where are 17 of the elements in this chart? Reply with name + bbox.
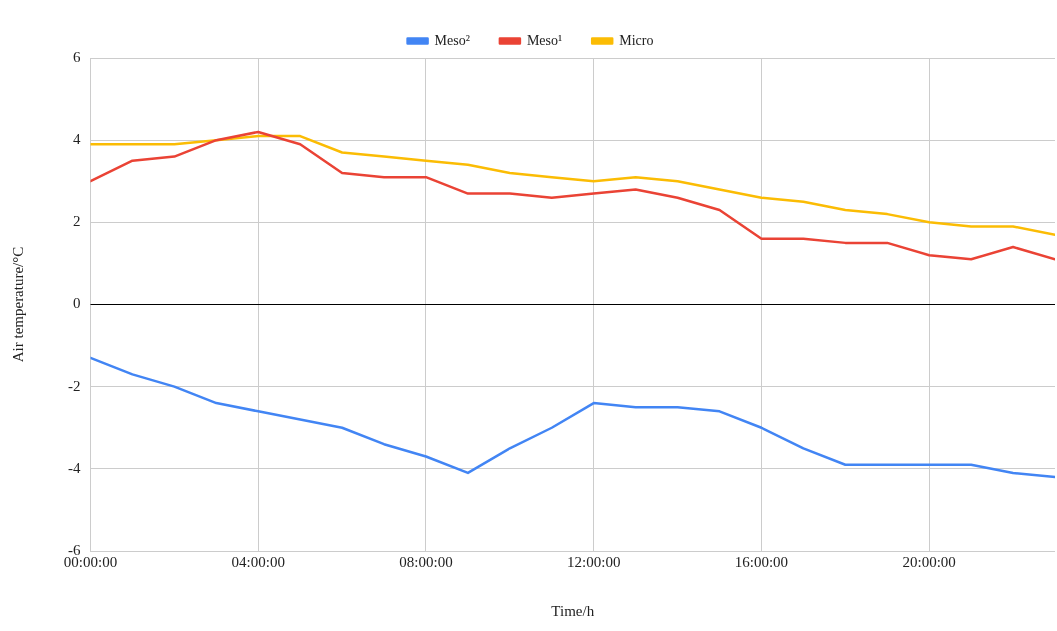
x-tick-label: 12:00:00 [567, 553, 621, 570]
legend-label: Micro [619, 32, 654, 48]
y-tick-label: -6 [68, 541, 81, 558]
y-tick-label: -4 [68, 459, 81, 476]
y-tick-label: 0 [73, 295, 81, 312]
legend-label: Meso¹ [526, 32, 563, 48]
legend-label: Meso² [434, 32, 470, 48]
y-tick-label: -2 [68, 377, 81, 394]
x-tick-label: 04:00:00 [231, 553, 285, 570]
x-tick-label: 08:00:00 [399, 553, 453, 570]
x-axis-title: Time/h [551, 602, 595, 619]
x-tick-label: 16:00:00 [734, 553, 789, 570]
y-tick-label: 2 [73, 213, 81, 230]
y-tick-label: 4 [73, 131, 81, 148]
x-tick-label: 20:00:00 [902, 553, 956, 570]
y-axis-title: Air temperature/°C [9, 246, 26, 363]
y-tick-label: 6 [73, 48, 81, 65]
